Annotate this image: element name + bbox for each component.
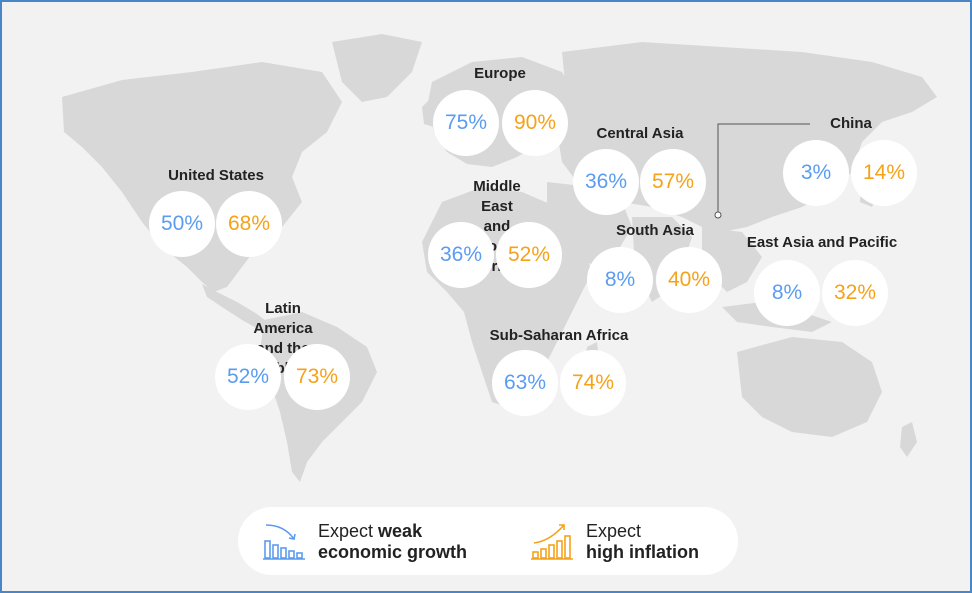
- legend-item-weak-growth: Expect weak economic growth: [262, 521, 492, 563]
- legend-prefix: Expect: [318, 521, 374, 541]
- legend-prefix: Expect: [586, 521, 642, 541]
- weak-growth-circle: 75%: [433, 90, 499, 156]
- legend-bold: economic growth: [318, 542, 468, 562]
- legend-item-high-inflation: Expect high inflation: [530, 521, 720, 563]
- legend-text-high-inflation: Expect high inflation: [586, 521, 699, 563]
- high-inflation-circle: 52%: [496, 222, 562, 288]
- high-inflation-circle: 68%: [216, 191, 282, 257]
- region-name: South Asia: [616, 222, 694, 239]
- weak-growth-circle: 36%: [573, 149, 639, 215]
- legend-text-weak-growth: Expect weak economic growth: [318, 521, 467, 563]
- region-name: Europe: [474, 65, 526, 82]
- high-inflation-circle: 73%: [284, 344, 350, 410]
- weak-growth-circle: 36%: [428, 222, 494, 288]
- region-name: United States: [168, 167, 264, 184]
- weak-growth-circle: 50%: [149, 191, 215, 257]
- region-name: Sub-Saharan Africa: [489, 327, 629, 344]
- high-inflation-circle: 90%: [502, 90, 568, 156]
- declining-bar-chart-icon: [263, 524, 305, 560]
- legend-bold: weak: [378, 521, 423, 541]
- region-name: China: [830, 115, 872, 132]
- legend: Expect weak economic growth Expect: [238, 507, 738, 575]
- high-inflation-circle: 74%: [560, 350, 626, 416]
- weak-growth-circle: 3%: [783, 140, 849, 206]
- rising-bar-chart-icon: [531, 524, 573, 560]
- region-name: East Asia and Pacific: [746, 234, 898, 251]
- weak-growth-circle: 63%: [492, 350, 558, 416]
- legend-bold: high inflation: [586, 542, 699, 562]
- high-inflation-circle: 32%: [822, 260, 888, 326]
- weak-growth-circle: 52%: [215, 344, 281, 410]
- region-name: Central Asia: [596, 125, 684, 142]
- high-inflation-circle: 57%: [640, 149, 706, 215]
- weak-growth-circle: 8%: [754, 260, 820, 326]
- weak-growth-circle: 8%: [587, 247, 653, 313]
- china-leader-dot: [714, 211, 722, 219]
- china-leader-line: [717, 123, 810, 213]
- high-inflation-circle: 14%: [851, 140, 917, 206]
- high-inflation-circle: 40%: [656, 247, 722, 313]
